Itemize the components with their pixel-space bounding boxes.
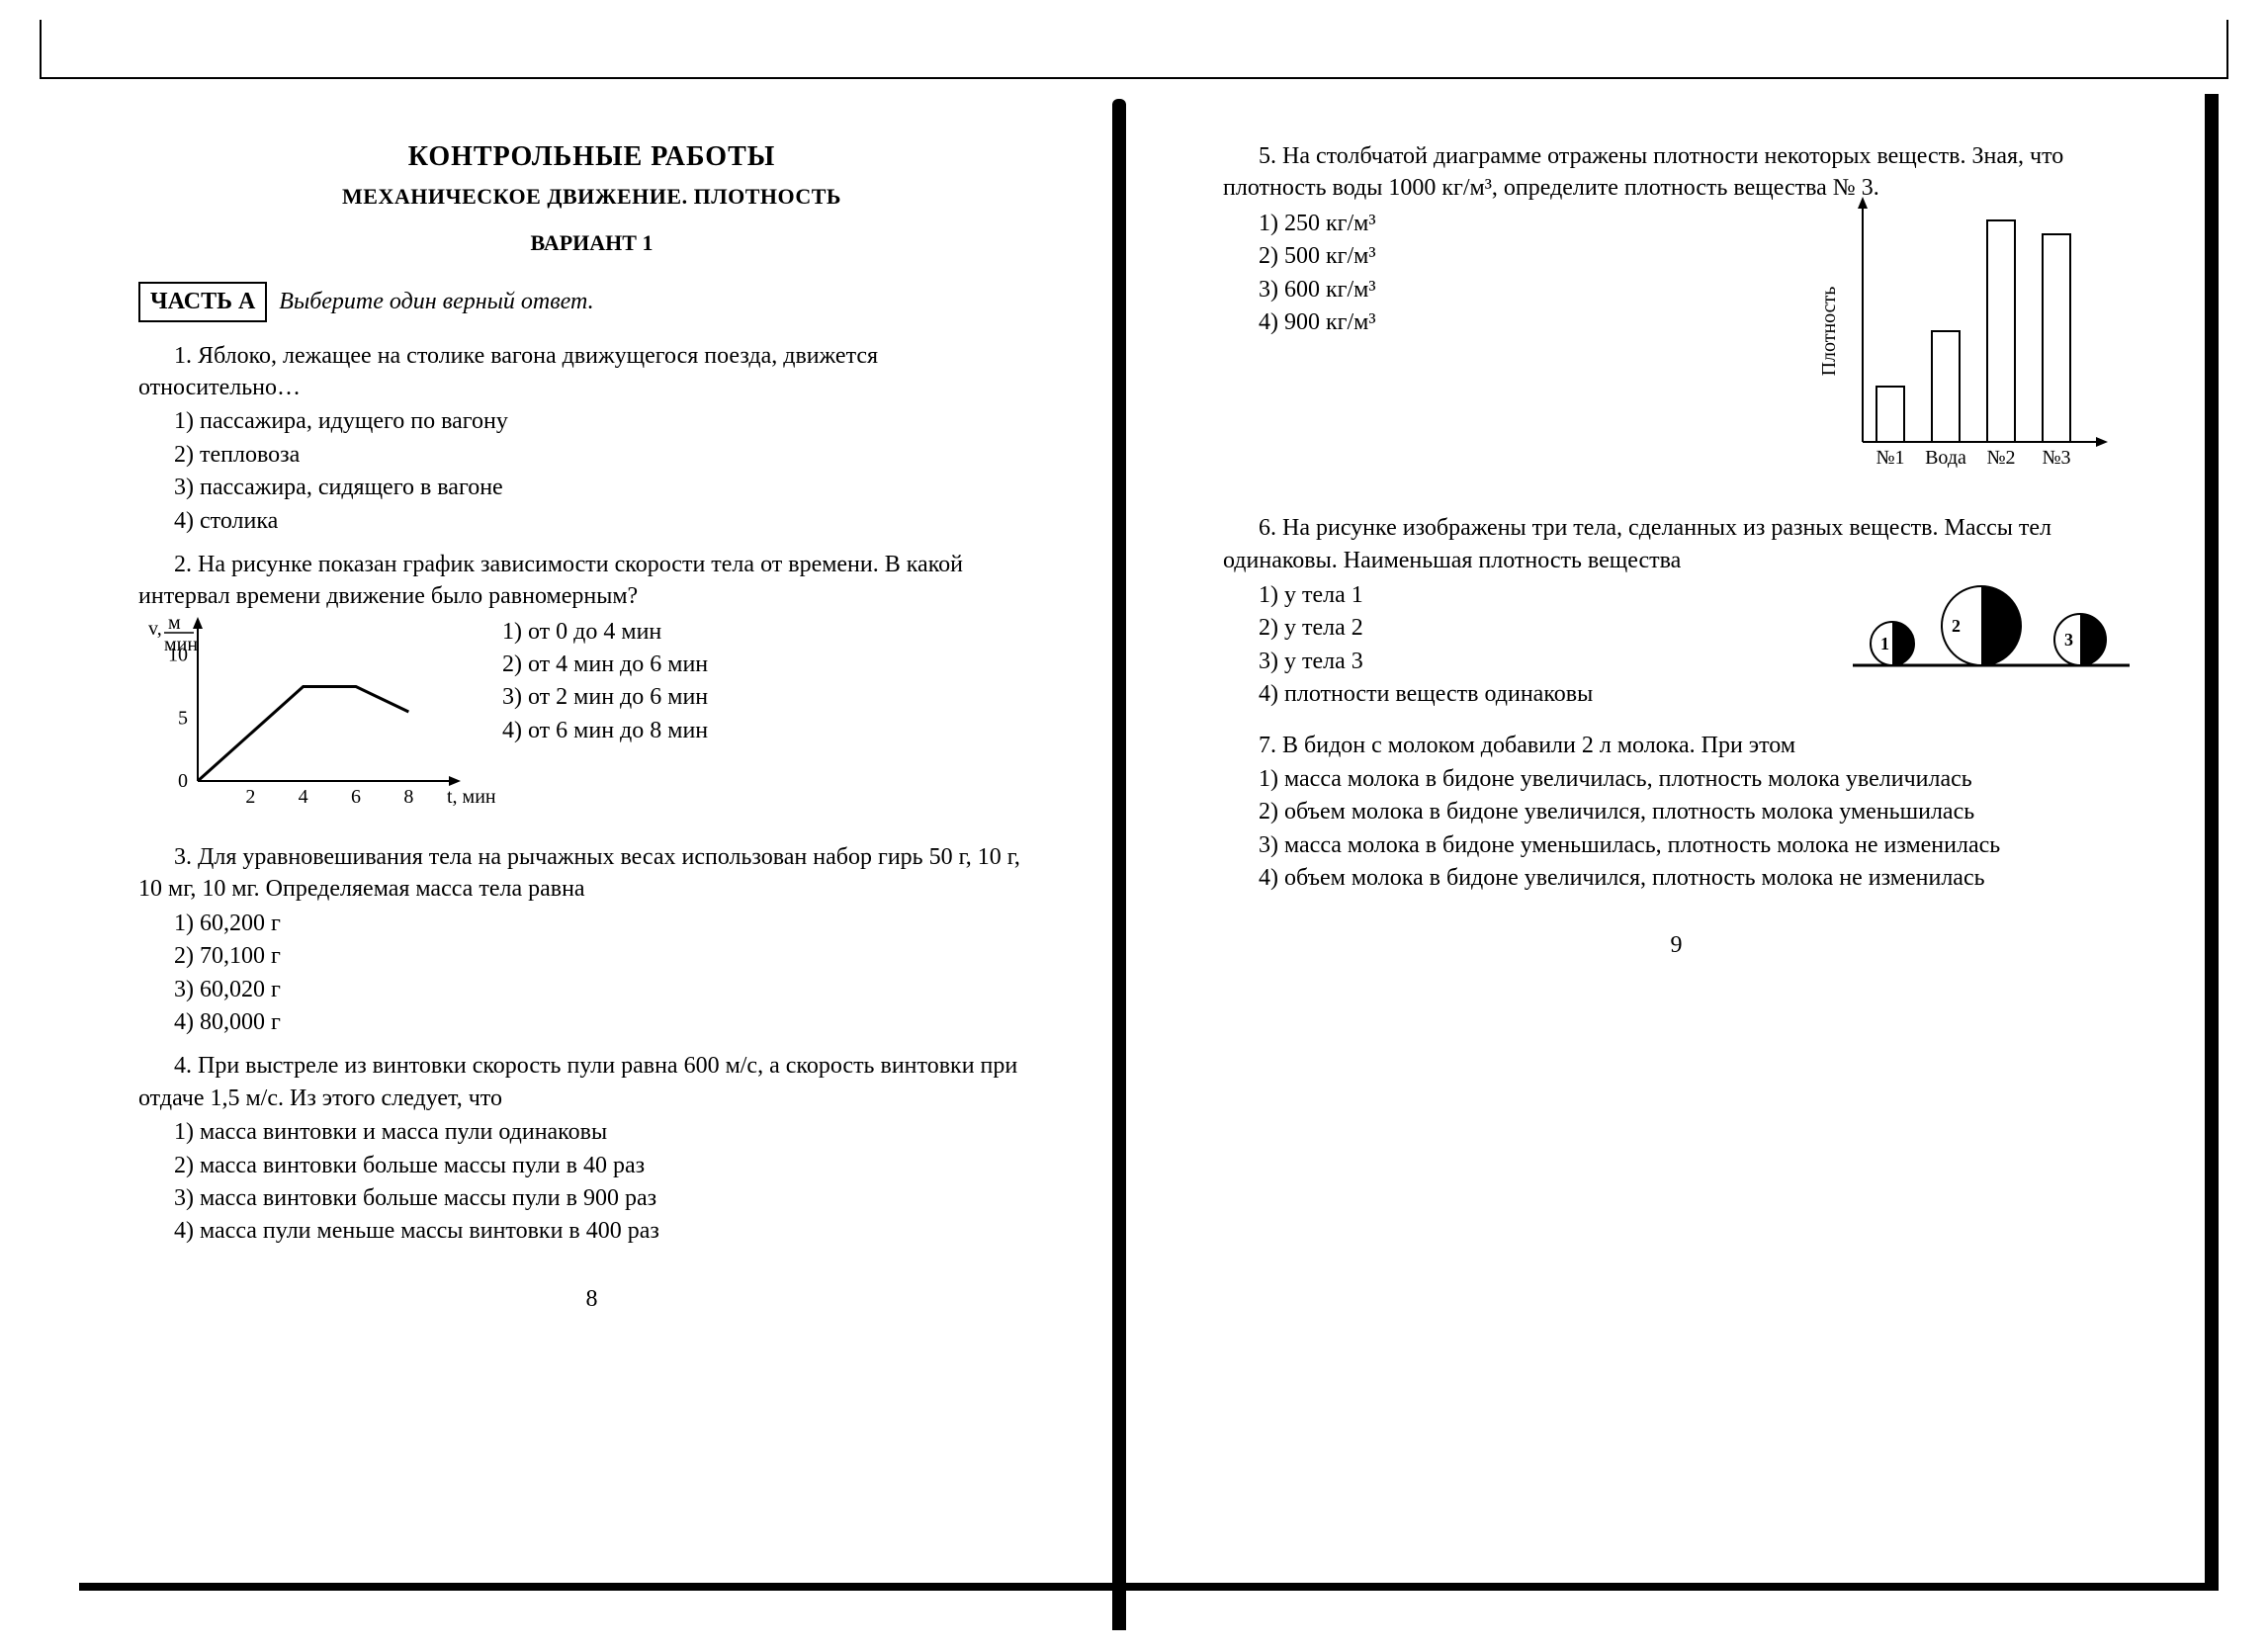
q3-o1: 1) 60,200 г (174, 908, 1045, 939)
svg-text:№2: №2 (1986, 447, 2015, 469)
svg-text:Вода: Вода (1925, 447, 1966, 469)
q2-o4: 4) от 6 мин до 8 мин (502, 715, 708, 746)
q1-o4: 4) столика (174, 505, 1045, 537)
page-number-left: 8 (138, 1283, 1045, 1315)
page-right: 5. На столбчатой диаграмме отражены плот… (1134, 99, 2189, 1571)
q5-o3: 3) 600 кг/м³ (1259, 274, 1376, 305)
book-gutter (1104, 99, 1134, 1571)
scan-artifact-top (40, 20, 2228, 79)
q3-text: 3. Для уравновешивания тела на рычажных … (138, 841, 1045, 906)
svg-text:1: 1 (1880, 634, 1889, 653)
q4-o3: 3) масса винтовки больше массы пули в 90… (174, 1182, 1045, 1214)
svg-text:0: 0 (178, 770, 188, 792)
q3-o2: 2) 70,100 г (174, 940, 1045, 972)
q3-options: 1) 60,200 г 2) 70,100 г 3) 60,020 г 4) 8… (174, 908, 1045, 1039)
q1-text: 1. Яблоко, лежащее на столике вагона дви… (138, 340, 1045, 404)
part-a-instruction: Выберите один верный ответ. (279, 289, 593, 314)
question-5: 5. На столбчатой диаграмме отражены плот… (1223, 140, 2130, 500)
doc-subtitle: МЕХАНИЧЕСКОЕ ДВИЖЕНИЕ. ПЛОТНОСТЬ (138, 182, 1045, 212)
question-6: 6. На рисунке изображены три тела, сдела… (1223, 512, 2130, 717)
q4-o2: 2) масса винтовки больше массы пули в 40… (174, 1150, 1045, 1181)
q7-o1: 1) масса молока в бидоне увеличилась, пл… (1223, 763, 2130, 795)
svg-text:Плотность: Плотность (1818, 286, 1840, 376)
q6-o4: 4) плотности веществ одинаковы (1259, 678, 1593, 710)
q1-o2: 2) тепловоза (174, 439, 1045, 471)
q2-chart: 24680510v,мминt, мин (138, 613, 475, 829)
q7-o3: 3) масса молока в бидоне уменьшилась, пл… (1223, 829, 2130, 861)
variant-label: ВАРИАНТ 1 (138, 228, 1045, 258)
q6-figure: 1 2 3 (1853, 576, 2130, 694)
question-2: 2. На рисунке показан график зависимости… (138, 549, 1045, 829)
q7-text: 7. В бидон с молоком добавили 2 л молока… (1223, 730, 2130, 761)
svg-text:5: 5 (178, 707, 188, 729)
q6-o2: 2) у тела 2 (1259, 612, 1593, 644)
q3-o3: 3) 60,020 г (174, 974, 1045, 1005)
q5-o2: 2) 500 кг/м³ (1259, 240, 1376, 272)
question-1: 1. Яблоко, лежащее на столике вагона дви… (138, 340, 1045, 537)
q4-o4: 4) масса пули меньше массы винтовки в 40… (174, 1215, 1045, 1247)
svg-text:8: 8 (403, 786, 413, 808)
q1-options: 1) пассажира, идущего по вагону 2) тепло… (174, 405, 1045, 537)
question-3: 3. Для уравновешивания тела на рычажных … (138, 841, 1045, 1038)
q2-o1: 1) от 0 до 4 мин (502, 616, 708, 648)
q7-options: 1) масса молока в бидоне увеличилась, пл… (1223, 763, 2130, 895)
svg-text:4: 4 (299, 786, 308, 808)
q5-chart: №1 Вода №2 №3 Плотность (1803, 205, 2130, 500)
q5-options: 1) 250 кг/м³ 2) 500 кг/м³ 3) 600 кг/м³ 4… (1259, 207, 1376, 340)
q5-o4: 4) 900 кг/м³ (1259, 306, 1376, 338)
page-spread: КОНТРОЛЬНЫЕ РАБОТЫ МЕХАНИЧЕСКОЕ ДВИЖЕНИЕ… (79, 99, 2189, 1571)
question-4: 4. При выстреле из винтовки скорость пул… (138, 1050, 1045, 1247)
q2-options: 1) от 0 до 4 мин 2) от 4 мин до 6 мин 3)… (502, 615, 708, 748)
part-a-row: ЧАСТЬ А Выберите один верный ответ. (138, 282, 1045, 321)
question-7: 7. В бидон с молоком добавили 2 л молока… (1223, 730, 2130, 895)
svg-text:v,: v, (148, 618, 162, 640)
q4-options: 1) масса винтовки и масса пули одинаковы… (174, 1116, 1045, 1248)
svg-text:2: 2 (245, 786, 255, 808)
svg-text:№3: №3 (2042, 447, 2070, 469)
svg-text:мин: мин (164, 634, 198, 655)
q2-o3: 3) от 2 мин до 6 мин (502, 681, 708, 713)
svg-text:м: м (168, 612, 181, 634)
svg-text:6: 6 (351, 786, 361, 808)
q6-o1: 1) у тела 1 (1259, 579, 1593, 611)
doc-title: КОНТРОЛЬНЫЕ РАБОТЫ (138, 138, 1045, 176)
q6-text: 6. На рисунке изображены три тела, сдела… (1223, 512, 2130, 576)
scan-artifact-bottom (79, 1583, 2209, 1591)
svg-text:№1: №1 (1875, 447, 1904, 469)
q2-o2: 2) от 4 мин до 6 мин (502, 649, 708, 680)
page-left: КОНТРОЛЬНЫЕ РАБОТЫ МЕХАНИЧЕСКОЕ ДВИЖЕНИЕ… (79, 99, 1104, 1571)
q7-o4: 4) объем молока в бидоне увеличился, пло… (1223, 862, 2130, 894)
scan-artifact-right (2205, 94, 2219, 1591)
q6-o3: 3) у тела 3 (1259, 646, 1593, 677)
q1-o1: 1) пассажира, идущего по вагону (174, 405, 1045, 437)
q6-options: 1) у тела 1 2) у тела 2 3) у тела 3 4) п… (1259, 578, 1593, 712)
q3-o4: 4) 80,000 г (174, 1006, 1045, 1038)
q5-text: 5. На столбчатой диаграмме отражены плот… (1223, 140, 2130, 205)
q1-o3: 3) пассажира, сидящего в вагоне (174, 472, 1045, 503)
q7-o2: 2) объем молока в бидоне увеличился, пло… (1223, 796, 2130, 827)
part-a-box: ЧАСТЬ А (138, 282, 267, 321)
q2-text: 2. На рисунке показан график зависимости… (138, 549, 1045, 613)
svg-text:3: 3 (2064, 630, 2073, 650)
svg-text:2: 2 (1952, 616, 1961, 636)
q4-o1: 1) масса винтовки и масса пули одинаковы (174, 1116, 1045, 1148)
page-number-right: 9 (1223, 929, 2130, 961)
q4-text: 4. При выстреле из винтовки скорость пул… (138, 1050, 1045, 1114)
svg-text:t, мин: t, мин (447, 786, 496, 808)
q5-o1: 1) 250 кг/м³ (1259, 208, 1376, 239)
